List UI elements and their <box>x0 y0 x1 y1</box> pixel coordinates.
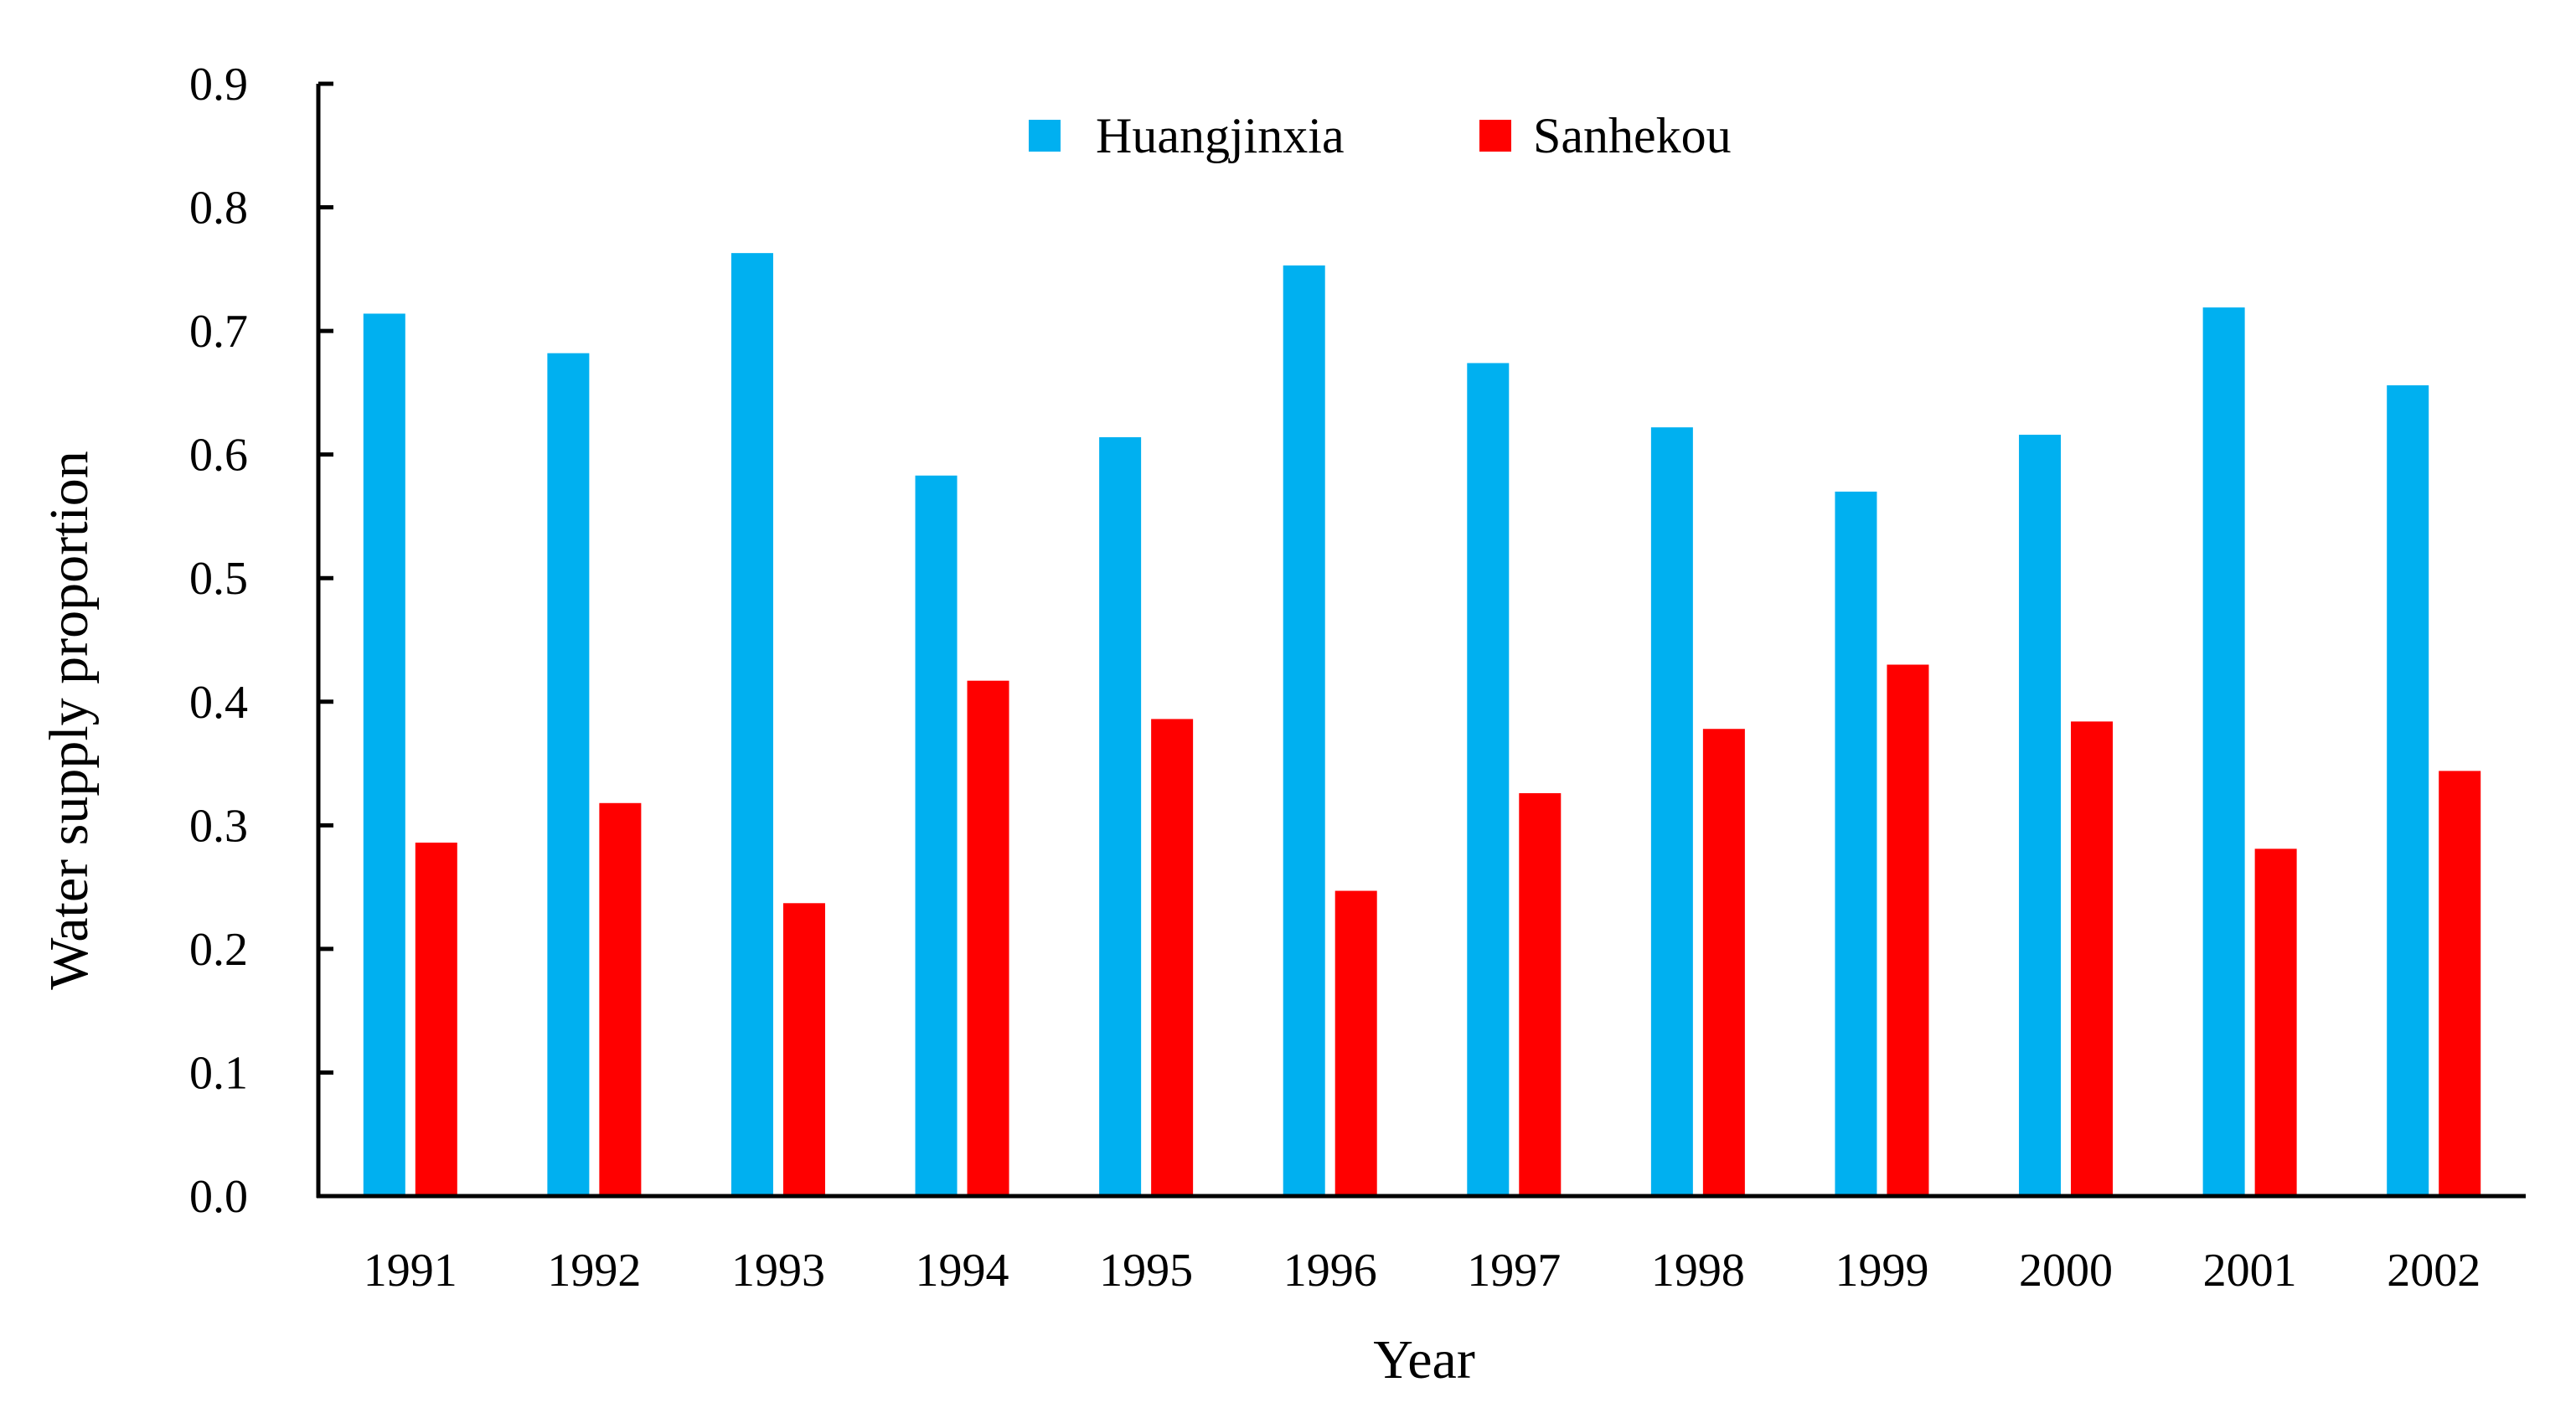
bar-sanhekou-1998 <box>1702 729 1745 1196</box>
y-tick-label: 0.1 <box>189 1047 248 1099</box>
x-tick-label: 1992 <box>547 1245 641 1297</box>
bar-sanhekou-2001 <box>2254 848 2297 1196</box>
y-tick-label: 0.5 <box>189 553 248 605</box>
axes-group <box>316 84 2526 1199</box>
bar-sanhekou-1997 <box>1519 792 1562 1196</box>
bar-sanhekou-2000 <box>2071 721 2114 1196</box>
bar-sanhekou-1999 <box>1887 664 1929 1196</box>
y-axis-title: Water supply proportion <box>39 451 100 990</box>
bar-sanhekou-2002 <box>2439 771 2481 1196</box>
y-tick-label: 0.0 <box>189 1171 248 1223</box>
bar-sanhekou-1994 <box>967 680 1009 1196</box>
legend: Huangjinxia Sanhekou <box>1029 108 1732 163</box>
x-tick-label: 1993 <box>731 1245 825 1297</box>
x-tick-label: 2000 <box>2019 1245 2113 1297</box>
bar-huangjinxia-1998 <box>1650 427 1693 1196</box>
y-tick-label: 0.6 <box>189 430 248 482</box>
legend-label-huangjinxia: Huangjinxia <box>1096 108 1345 163</box>
bar-huangjinxia-1994 <box>915 475 958 1196</box>
x-tick-labels-group: 1991 1992 1993 1994 1995 1996 1997 1998 1999 2000… <box>364 1245 2480 1297</box>
x-tick-label: 2001 <box>2203 1245 2297 1297</box>
bar-sanhekou-1993 <box>782 903 825 1196</box>
bar-huangjinxia-1992 <box>547 353 590 1196</box>
legend-swatch-sanhekou <box>1479 120 1511 152</box>
y-tick-label: 0.4 <box>189 677 248 729</box>
x-tick-label: 1996 <box>1283 1245 1377 1297</box>
y-tick-label: 0.8 <box>189 183 248 235</box>
legend-swatch-huangjinxia <box>1029 120 1061 152</box>
y-tick-label: 0.7 <box>189 306 248 358</box>
x-tick-label: 1994 <box>916 1245 1009 1297</box>
bar-huangjinxia-1991 <box>363 313 405 1196</box>
y-tick-label: 0.9 <box>189 59 248 111</box>
bar-huangjinxia-2001 <box>2202 307 2245 1196</box>
bar-sanhekou-1995 <box>1151 719 1194 1196</box>
bar-huangjinxia-1995 <box>1099 437 1142 1196</box>
x-tick-label: 1999 <box>1835 1245 1928 1297</box>
bar-huangjinxia-1997 <box>1467 363 1510 1196</box>
y-tick-label: 0.2 <box>189 924 248 976</box>
x-tick-label: 1995 <box>1099 1245 1193 1297</box>
legend-label-sanhekou: Sanhekou <box>1533 108 1732 163</box>
bar-huangjinxia-1999 <box>1835 491 1877 1196</box>
bar-huangjinxia-2000 <box>2019 435 2062 1196</box>
bars-group <box>363 253 2481 1197</box>
bar-sanhekou-1992 <box>599 802 642 1196</box>
bar-sanhekou-1996 <box>1334 890 1377 1196</box>
y-tick-label: 0.3 <box>189 800 248 852</box>
x-tick-label: 1991 <box>364 1245 457 1297</box>
bar-huangjinxia-1993 <box>730 253 773 1196</box>
bar-huangjinxia-1996 <box>1283 265 1325 1196</box>
bar-huangjinxia-2002 <box>2387 385 2429 1197</box>
x-tick-label: 1997 <box>1467 1245 1561 1297</box>
x-axis-title: Year <box>1373 1329 1475 1390</box>
x-tick-label: 2002 <box>2387 1245 2480 1297</box>
x-tick-label: 1998 <box>1651 1245 1745 1297</box>
y-ticks-group: 0.0 0.1 0.2 0.3 0.4 0.5 0.6 0.7 0.8 0.9 <box>189 59 333 1223</box>
bar-sanhekou-1991 <box>415 842 457 1196</box>
